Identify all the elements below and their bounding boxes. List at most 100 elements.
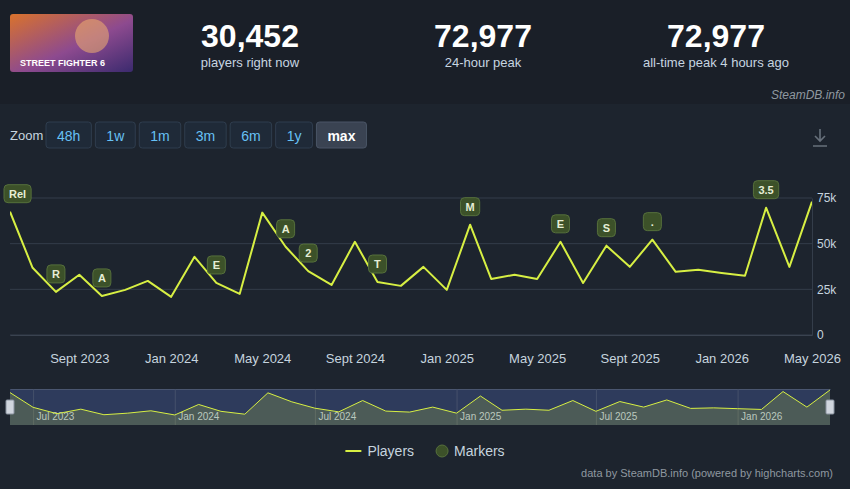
navigator-axis: Jul 2023Jan 2024Jul 2024Jan 2025Jul 2025… bbox=[11, 389, 831, 425]
zoom-button[interactable]: 6m bbox=[230, 122, 271, 148]
zoom-button[interactable]: 1m bbox=[139, 122, 180, 148]
x-tick: Jan 2024 bbox=[145, 335, 199, 366]
zoom-button-label[interactable]: 1m bbox=[150, 128, 169, 144]
zoom-label: Zoom bbox=[10, 128, 43, 143]
annotation-flag bbox=[597, 219, 615, 237]
annotation-label: 2 bbox=[305, 247, 311, 259]
annotation-flag bbox=[4, 185, 31, 203]
stat-value: 72,977 bbox=[667, 18, 765, 54]
navigator-handle-box[interactable] bbox=[826, 400, 834, 414]
navigator-handle[interactable] bbox=[826, 400, 834, 414]
source-label: SteamDB.info bbox=[771, 88, 845, 102]
zoom-button-box[interactable] bbox=[46, 122, 91, 148]
x-tick-label: May 2024 bbox=[234, 351, 291, 366]
capsule-art-detail bbox=[75, 19, 109, 53]
navigator-handle[interactable] bbox=[6, 400, 14, 414]
annotation-label: A bbox=[98, 272, 106, 284]
navigator-plot bbox=[10, 390, 830, 425]
annotation: . bbox=[643, 213, 661, 231]
annotation-flag bbox=[368, 255, 386, 273]
annotation-flag bbox=[207, 256, 225, 274]
annotation-label: E bbox=[213, 259, 220, 271]
zoom-button-label[interactable]: max bbox=[327, 128, 355, 144]
header-background bbox=[0, 0, 850, 104]
chart-panel bbox=[0, 104, 850, 489]
annotation-label: A bbox=[282, 223, 290, 235]
zoom-button-box[interactable] bbox=[95, 122, 135, 148]
zoom-button-box[interactable] bbox=[185, 122, 226, 148]
x-tick: Sept 2023 bbox=[50, 335, 109, 366]
grid-line bbox=[10, 198, 812, 199]
legend-marker-icon bbox=[436, 445, 448, 457]
zoom-button[interactable]: 1w bbox=[95, 122, 135, 148]
annotation-label: Rel bbox=[9, 188, 26, 200]
zoom-button-box[interactable] bbox=[316, 122, 366, 148]
zoom-button-label[interactable]: 1y bbox=[287, 128, 302, 144]
x-tick-label: Jan 2024 bbox=[145, 351, 199, 366]
zoom-button-box[interactable] bbox=[276, 122, 313, 148]
annotation: 2 bbox=[299, 244, 317, 262]
zoom-button-box[interactable] bbox=[230, 122, 271, 148]
zoom-button-label[interactable]: 6m bbox=[241, 128, 260, 144]
annotation: T bbox=[368, 255, 386, 273]
y-tick-label: 25k bbox=[817, 283, 837, 297]
zoom-button-label[interactable]: 3m bbox=[196, 128, 215, 144]
legend-label: Markers bbox=[454, 443, 505, 459]
annotation-label: R bbox=[52, 268, 60, 280]
x-tick-label: May 2026 bbox=[784, 351, 841, 366]
annotation: E bbox=[551, 215, 569, 233]
y-tick: 0 bbox=[812, 328, 824, 342]
x-tick-label: Sept 2023 bbox=[50, 351, 109, 366]
zoom-button-label[interactable]: 1w bbox=[106, 128, 125, 144]
y-axis-line bbox=[812, 199, 813, 336]
stat-label: all-time peak 4 hours ago bbox=[643, 55, 789, 70]
page: STREET FIGHTER 630,452players right now7… bbox=[0, 0, 850, 489]
zoom-button-box[interactable] bbox=[139, 122, 180, 148]
annotation-flag bbox=[643, 213, 661, 231]
stat-label: players right now bbox=[201, 55, 300, 70]
zoom-button-label[interactable]: 48h bbox=[57, 128, 80, 144]
capsule-art bbox=[10, 14, 133, 72]
annotation-flag bbox=[461, 198, 480, 216]
annotation-flag bbox=[299, 244, 317, 262]
download-icon[interactable] bbox=[813, 129, 827, 146]
annotation: 3.5 bbox=[753, 181, 778, 199]
stat-value: 30,452 bbox=[201, 18, 299, 54]
zoom-button[interactable]: 3m bbox=[185, 122, 226, 148]
annotation: R bbox=[47, 265, 65, 283]
y-tick: 75k bbox=[812, 191, 837, 205]
zoom-button[interactable]: max bbox=[316, 122, 366, 148]
players-line bbox=[10, 202, 812, 297]
y-tick-label: 75k bbox=[817, 191, 837, 205]
x-tick: May 2026 bbox=[784, 335, 841, 366]
legend-line-icon bbox=[345, 450, 361, 452]
zoom-button[interactable]: 1y bbox=[276, 122, 313, 148]
legend: Players Markers bbox=[345, 443, 504, 459]
annotation: A bbox=[93, 269, 111, 287]
legend-label: Players bbox=[367, 443, 414, 459]
zoom-button[interactable]: 48h bbox=[46, 122, 91, 148]
x-tick-label: Sept 2024 bbox=[326, 351, 385, 366]
grid bbox=[10, 198, 812, 335]
annotation-flag bbox=[93, 269, 111, 287]
x-tick-label: Jan 2025 bbox=[421, 351, 475, 366]
grid-line bbox=[10, 243, 812, 244]
y-tick-label: 50k bbox=[817, 237, 837, 251]
x-tick: May 2025 bbox=[509, 335, 566, 366]
stat-label: 24-hour peak bbox=[445, 55, 522, 70]
y-tick-label: 0 bbox=[817, 328, 824, 342]
annotation: Rel bbox=[4, 185, 31, 203]
download-icon-shape[interactable] bbox=[813, 129, 827, 146]
annotation-label: T bbox=[374, 258, 381, 270]
annotation: E bbox=[207, 256, 225, 274]
annotation-label: M bbox=[466, 201, 475, 213]
navigator-line bbox=[10, 390, 830, 415]
navigator-area bbox=[10, 390, 830, 425]
navigator-handle-box[interactable] bbox=[6, 400, 14, 414]
navigator-axis-line bbox=[11, 389, 831, 390]
annotation-flag bbox=[47, 265, 65, 283]
annotation: S bbox=[597, 219, 615, 237]
plot-area bbox=[10, 202, 812, 297]
x-tick: Sept 2025 bbox=[601, 335, 660, 366]
annotation: M bbox=[461, 198, 480, 216]
